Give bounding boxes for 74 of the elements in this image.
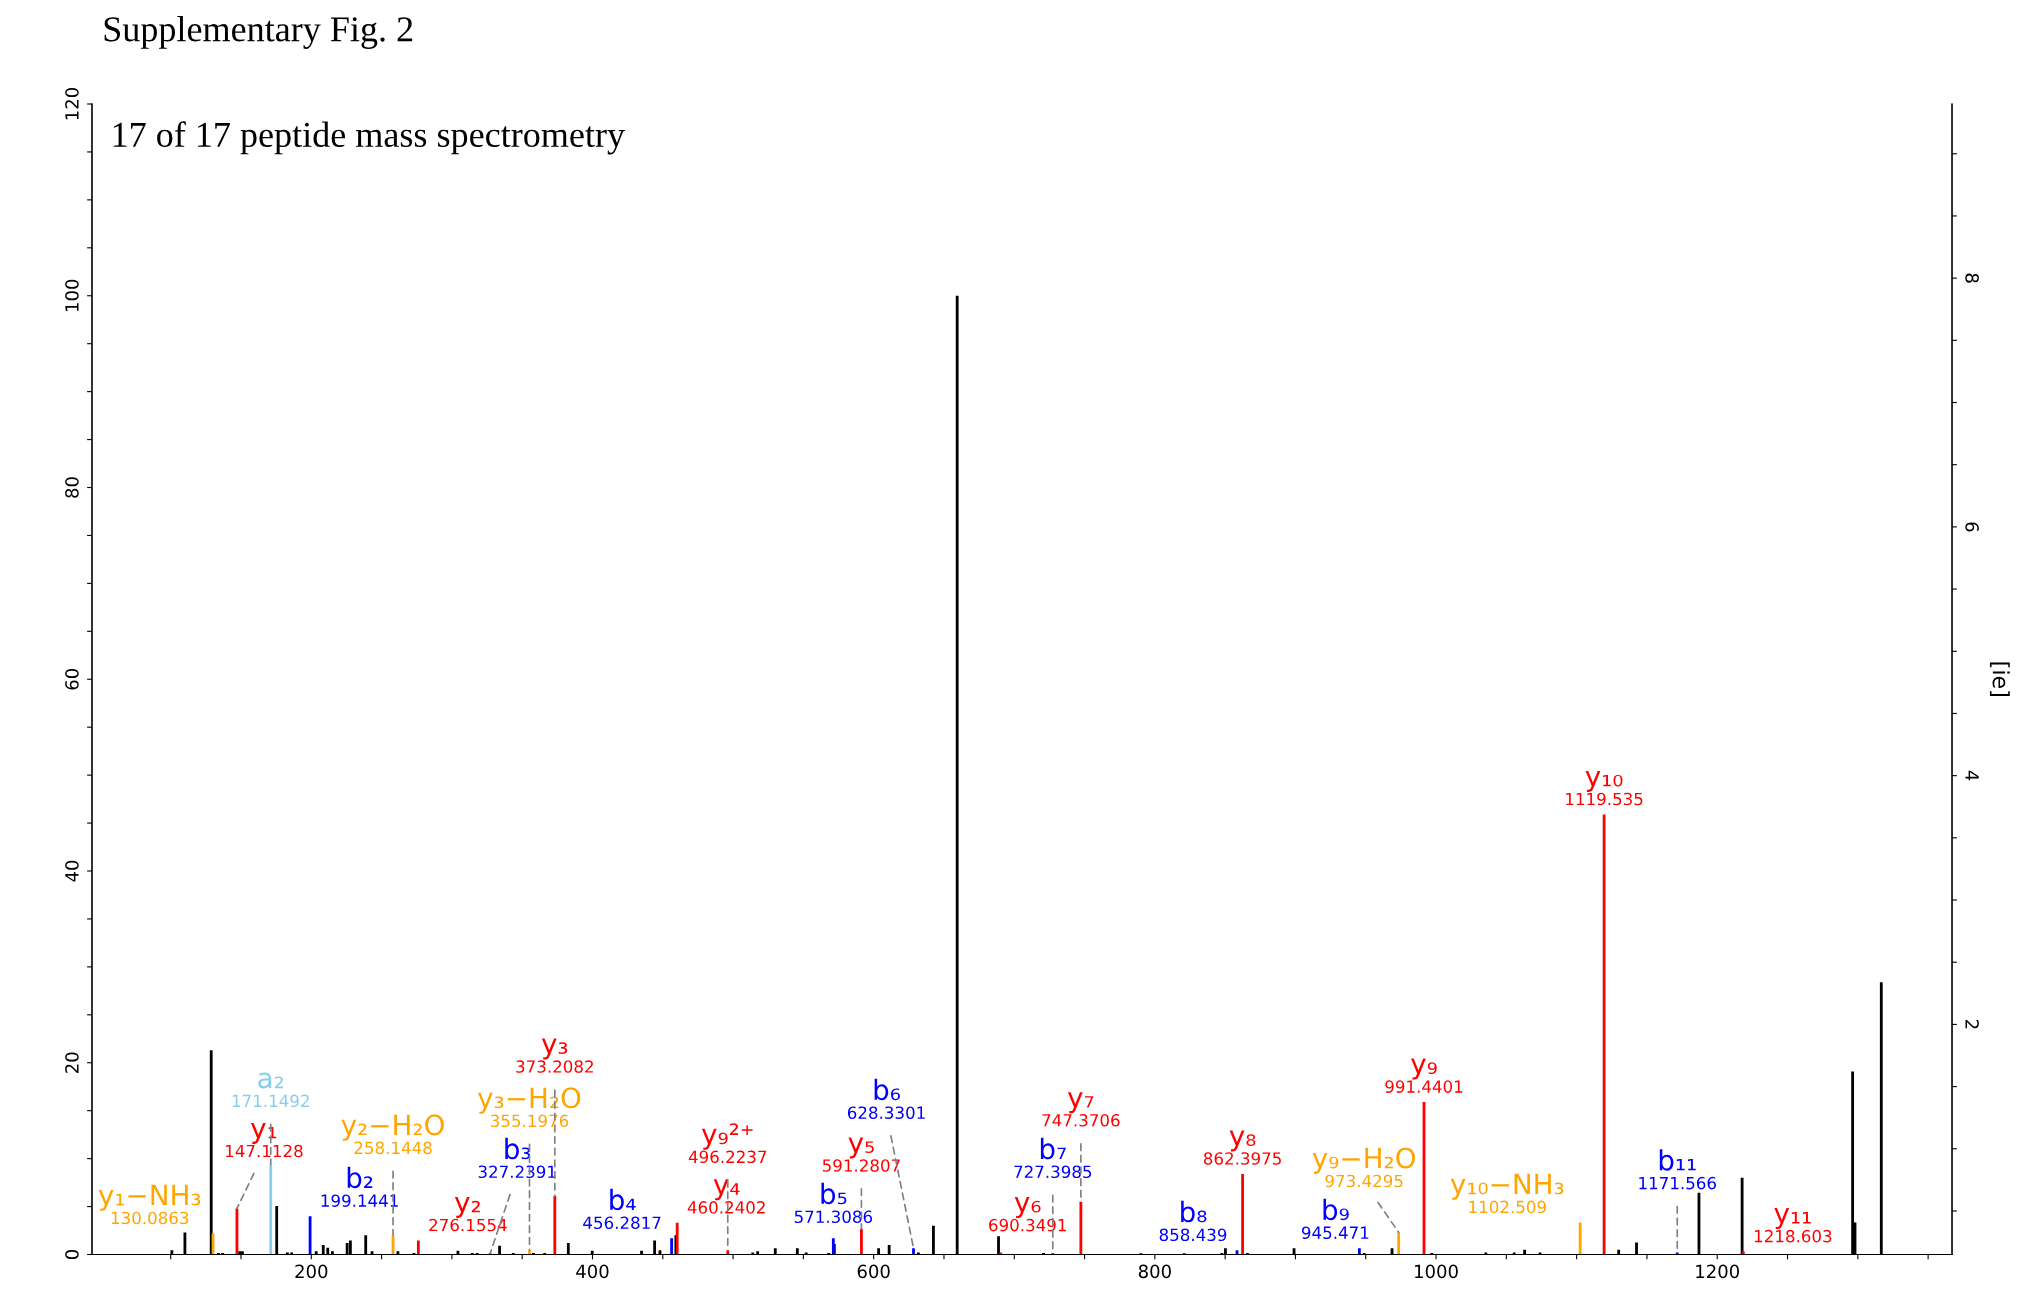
x-tick-label: 400	[576, 1264, 609, 1279]
annotation: 199.1441	[321, 1194, 398, 1207]
annotation: 945.471	[1301, 1226, 1369, 1240]
annotation: 1119.535	[1566, 792, 1643, 806]
annotation: 747.3706	[1042, 1114, 1120, 1127]
annotation: 258.1448	[354, 1141, 432, 1155]
annotation: 355.1976	[491, 1114, 569, 1128]
annotation: 1171.566	[1639, 1176, 1716, 1190]
annotation: y₆	[1014, 1197, 1041, 1219]
annotation: y₈	[1229, 1130, 1256, 1152]
annotation: 460.2402	[687, 1201, 765, 1214]
x-tick-label: 600	[857, 1264, 890, 1279]
y2-tick-label: 6	[1965, 522, 1979, 532]
y2-tick-label: 2	[1965, 1019, 1979, 1029]
y-tick-label: 100	[65, 279, 79, 311]
annotation: 373.2082	[516, 1060, 593, 1073]
annotation: b₁₁	[1659, 1149, 1696, 1171]
annotation: 628.3301	[847, 1106, 925, 1120]
chart-title: Supplementary Fig. 2	[104, 16, 413, 49]
annotation: y₅	[848, 1137, 874, 1159]
annotation: 130.0863	[111, 1211, 189, 1225]
annotation: 1102.509	[1469, 1200, 1546, 1214]
annotation: 690.3491	[989, 1218, 1066, 1232]
annotation: b₂	[347, 1166, 373, 1189]
annotation: 327.2391	[478, 1165, 556, 1179]
x-tick-label: 1000	[1415, 1264, 1458, 1279]
annotation: 571.3086	[794, 1210, 873, 1224]
annotation: y₁−NH₃	[98, 1184, 201, 1211]
annotation: 591.2807	[822, 1159, 900, 1172]
y-tick-label: 80	[65, 477, 79, 498]
annotation: a₂	[258, 1072, 284, 1089]
annotation: 496.2237	[688, 1150, 767, 1164]
annotation: y₁₀−NH₃	[1450, 1173, 1564, 1200]
annotation: 727.3985	[1014, 1165, 1092, 1179]
annotation: y₉	[1411, 1058, 1437, 1080]
annotation: y₁	[250, 1122, 277, 1144]
y-tick-label: 120	[65, 87, 79, 120]
annotation: 147.1128	[226, 1144, 303, 1158]
annotation: 991.4401	[1385, 1080, 1463, 1093]
y2-tick-label: 8	[1965, 273, 1979, 283]
chart-subtitle: 17 of 17 peptide mass spectrometry	[113, 121, 625, 155]
y2-tick-label: 4	[1965, 770, 1979, 781]
annotation: 456.2817	[583, 1216, 661, 1230]
annotation: y₉−H₂O	[1312, 1147, 1415, 1174]
y-tick-label: 40	[65, 860, 79, 882]
annotation: y₂	[454, 1196, 480, 1218]
annotation: y₉²⁺	[701, 1123, 753, 1150]
annotation: y₇	[1067, 1092, 1094, 1114]
y-tick-label: 60	[65, 668, 79, 690]
annotation: b₃	[505, 1137, 531, 1160]
annotation: b₉	[1323, 1198, 1349, 1221]
annotation: y₁₀	[1585, 770, 1623, 792]
y2-axis-title: [ie]	[1989, 662, 2010, 696]
x-tick-label: 1200	[1696, 1264, 1740, 1279]
x-tick-label: 800	[1138, 1264, 1171, 1279]
annotation: 862.3975	[1203, 1152, 1281, 1165]
y-tick-label: 0	[65, 1249, 79, 1260]
annotation: b₄	[610, 1188, 636, 1211]
annotation: b₅	[821, 1182, 847, 1205]
annotation: b₈	[1181, 1200, 1207, 1223]
annotation: b₇	[1040, 1137, 1066, 1160]
annotation: 171.1492	[232, 1094, 309, 1108]
annotation: b₆	[874, 1078, 900, 1101]
annotation: 276.1554	[429, 1218, 507, 1232]
x-tick-label: 200	[295, 1264, 328, 1279]
y-tick-label: 20	[65, 1052, 79, 1073]
annotation: y₁₁	[1774, 1208, 1811, 1230]
annotation: y₃−H₂O	[477, 1087, 581, 1114]
annotation: y₃	[541, 1038, 568, 1060]
annotation: 858.439	[1159, 1228, 1227, 1242]
annotation: 973.4295	[1325, 1174, 1403, 1188]
annotation: 1218.603	[1754, 1229, 1832, 1243]
annotation: y₄	[713, 1179, 740, 1201]
annotation: y₂−H₂O	[341, 1114, 444, 1141]
